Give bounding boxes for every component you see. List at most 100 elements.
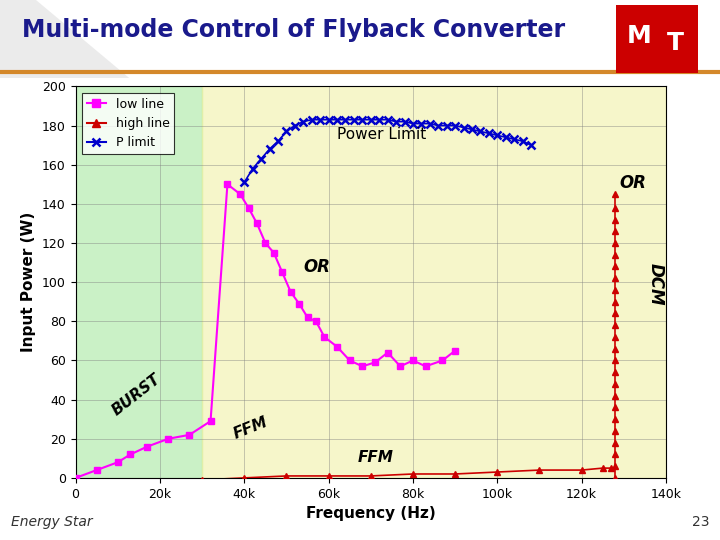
high line (493, 469, 502, 475)
P limit (426, 120, 434, 127)
Text: M: M (626, 24, 651, 48)
high line (282, 472, 291, 479)
high line (535, 467, 544, 473)
Text: BURST: BURST (109, 372, 163, 418)
low line (438, 357, 447, 364)
P limit (341, 117, 350, 123)
low line (223, 181, 232, 187)
Text: Power Limit: Power Limit (337, 127, 426, 142)
high line (451, 471, 459, 477)
P limit (468, 126, 477, 133)
high line (240, 475, 248, 481)
low line (261, 240, 270, 246)
P limit (248, 165, 257, 172)
Text: 23: 23 (692, 515, 709, 529)
low line (126, 451, 135, 458)
low line (346, 357, 354, 364)
P limit (409, 120, 418, 127)
low line (164, 435, 173, 442)
P limit (307, 117, 316, 123)
low line (383, 349, 392, 356)
low line (92, 467, 101, 473)
low line (235, 191, 244, 197)
low line (287, 289, 295, 295)
Text: DCM: DCM (647, 263, 665, 306)
low line (358, 363, 366, 369)
P limit (316, 117, 325, 123)
high line (409, 471, 418, 477)
low line (269, 249, 278, 256)
P limit (324, 117, 333, 123)
P limit (485, 130, 493, 137)
P limit (257, 156, 266, 162)
Line: high line: high line (178, 464, 615, 485)
Y-axis label: Input Power (W): Input Power (W) (22, 212, 37, 352)
P limit (392, 118, 400, 125)
Text: FFM: FFM (232, 414, 271, 442)
low line (451, 347, 459, 354)
low line (303, 314, 312, 321)
high line (324, 472, 333, 479)
FancyBboxPatch shape (616, 5, 698, 73)
P limit (451, 123, 459, 129)
P limit (333, 117, 341, 123)
low line (114, 459, 122, 465)
P limit (282, 128, 291, 134)
P limit (518, 138, 527, 145)
low line (71, 475, 80, 481)
P limit (493, 132, 502, 139)
P limit (383, 117, 392, 123)
Bar (76, 86, 202, 478)
high line (198, 477, 207, 483)
high line (366, 472, 375, 479)
low line (185, 431, 194, 438)
P limit (442, 123, 451, 129)
low line (278, 269, 287, 275)
P limit (400, 118, 409, 125)
P limit (350, 117, 359, 123)
Line: low line: low line (72, 181, 459, 481)
low line (312, 318, 320, 325)
Text: Energy Star: Energy Star (11, 515, 92, 529)
high line (176, 478, 185, 485)
low line (320, 334, 329, 340)
P limit (375, 117, 384, 123)
P limit (274, 138, 282, 145)
P limit (501, 134, 510, 140)
Legend: low line, high line, P limit: low line, high line, P limit (82, 93, 174, 154)
Text: OR: OR (303, 258, 330, 276)
P limit (299, 118, 307, 125)
P limit (358, 117, 366, 123)
P limit (510, 136, 518, 143)
Text: T: T (667, 31, 684, 55)
Polygon shape (0, 0, 130, 78)
low line (421, 363, 430, 369)
P limit (265, 146, 274, 152)
low line (371, 359, 379, 366)
low line (294, 300, 303, 307)
low line (206, 418, 215, 424)
Line: P limit: P limit (240, 116, 535, 186)
P limit (291, 123, 300, 129)
Text: OR: OR (620, 174, 647, 192)
low line (143, 443, 152, 450)
low line (244, 205, 253, 211)
P limit (527, 142, 536, 149)
P limit (476, 128, 485, 134)
P limit (459, 124, 468, 131)
X-axis label: Frequency (Hz): Frequency (Hz) (306, 506, 436, 521)
low line (396, 363, 405, 369)
P limit (417, 120, 426, 127)
P limit (240, 179, 248, 186)
Text: Multi-mode Control of Flyback Converter: Multi-mode Control of Flyback Converter (22, 18, 564, 42)
low line (253, 220, 261, 227)
P limit (366, 117, 375, 123)
low line (333, 343, 341, 350)
Text: FFM: FFM (358, 450, 394, 465)
high line (577, 467, 586, 473)
low line (409, 357, 418, 364)
P limit (434, 123, 443, 129)
high line (598, 465, 607, 471)
high line (607, 465, 616, 471)
Bar (202, 86, 666, 478)
